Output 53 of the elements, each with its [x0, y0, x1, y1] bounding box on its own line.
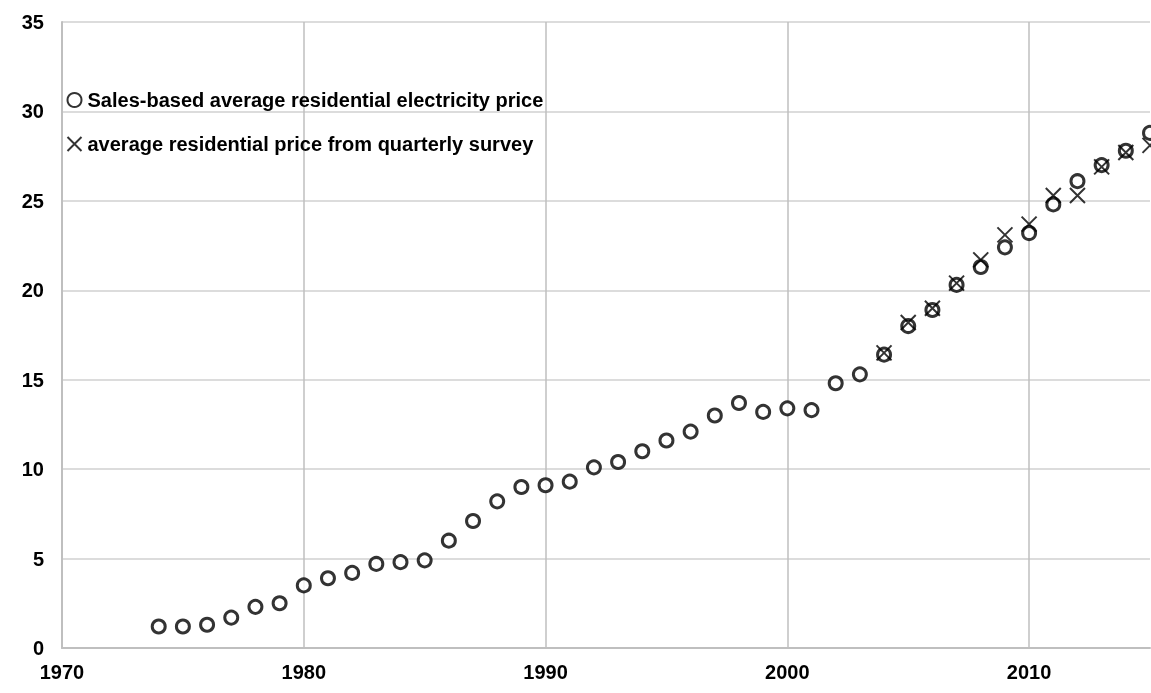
- legend-label: average residential price from quarterly survey: [87, 133, 535, 155]
- y-tick-label: 0: [32, 637, 44, 659]
- point: [319, 570, 336, 587]
- x-tick-label: 2010: [1006, 661, 1052, 683]
- point: [271, 595, 288, 612]
- point: [392, 554, 409, 571]
- x-tick-label: 1980: [281, 661, 327, 683]
- point: [610, 453, 627, 470]
- point: [779, 400, 796, 417]
- point: [1044, 186, 1062, 204]
- point: [223, 609, 240, 626]
- point: [851, 366, 868, 383]
- point: [996, 239, 1013, 256]
- point: [706, 407, 723, 424]
- point: [899, 313, 917, 331]
- point: [295, 577, 312, 594]
- point: [368, 555, 385, 572]
- y-tick-label: 5: [32, 547, 44, 570]
- point: [682, 423, 699, 440]
- point: [150, 618, 167, 635]
- y-tick-label: 15: [21, 368, 44, 391]
- point: [465, 513, 482, 530]
- point: [440, 532, 457, 549]
- point: [634, 443, 651, 460]
- point: [585, 459, 602, 476]
- legend-label: Sales-based average residential electricity price: [87, 89, 544, 111]
- point: [996, 226, 1014, 244]
- point: [755, 403, 772, 420]
- y-tick-label: 10: [21, 458, 44, 481]
- point: [247, 598, 264, 615]
- point: [1068, 186, 1086, 204]
- y-tick-label: 35: [21, 11, 44, 33]
- point: [730, 394, 747, 411]
- x-tick-label: 2000: [765, 661, 810, 683]
- point: [344, 564, 361, 581]
- point: [561, 473, 578, 490]
- point: [803, 402, 820, 419]
- x-tick-label: 1970: [39, 661, 85, 683]
- point: [513, 479, 530, 496]
- point: [658, 432, 675, 449]
- point: [174, 618, 191, 635]
- point: [1020, 215, 1038, 233]
- y-tick-label: 30: [21, 100, 44, 123]
- point: [1069, 173, 1086, 190]
- point: [416, 552, 433, 569]
- x-tick-label: 1990: [523, 661, 568, 683]
- point: [199, 616, 216, 633]
- point: [489, 493, 506, 510]
- point: [972, 251, 990, 269]
- y-tick-label: 20: [21, 279, 44, 302]
- point: [827, 375, 844, 392]
- y-tick-label: 25: [21, 189, 44, 212]
- point: [537, 477, 554, 494]
